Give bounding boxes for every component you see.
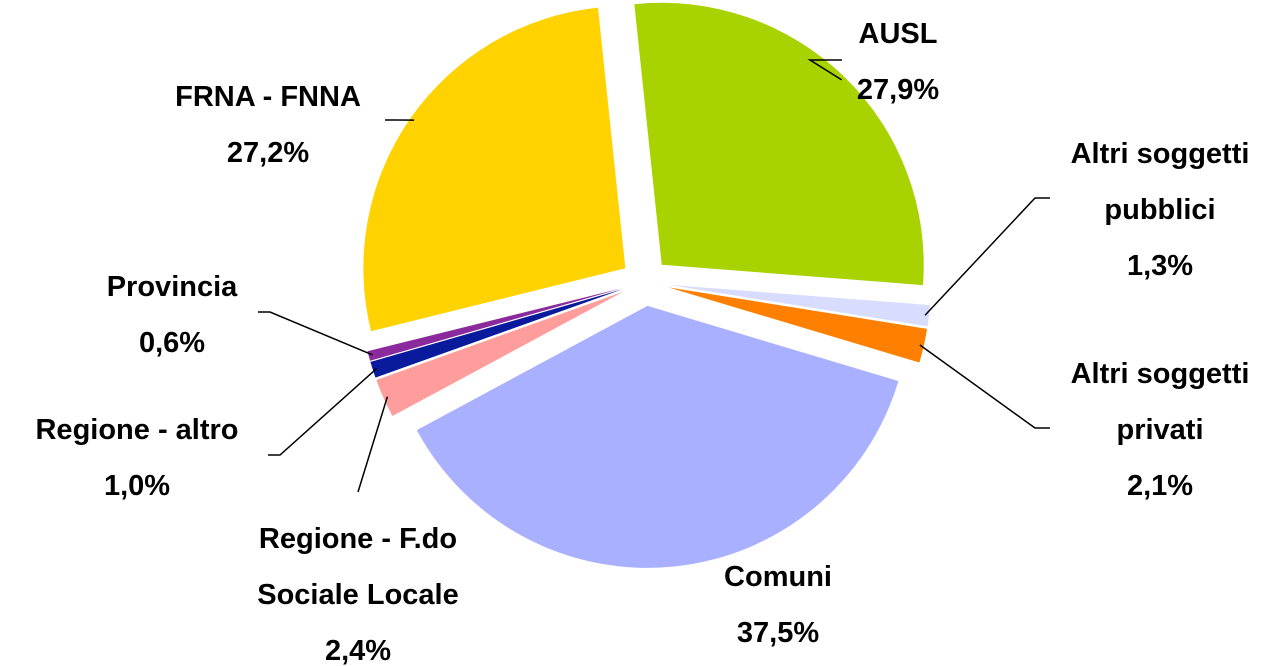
value-label: 27,9% [856,74,940,106]
pie-slice [668,287,928,363]
leader-line [357,396,389,493]
pie-slice [668,284,931,327]
value-label: 27,2% [226,137,310,169]
slice-label: Altri soggetti pubblici 1,3% [1040,126,1272,294]
value-label: 2,1% [1126,470,1194,502]
slice-label: Comuni 37,5% [724,549,832,661]
value-label: 0,6% [138,327,206,359]
slice-label: FRNA - FNNA 27,2% [175,69,361,181]
category-label: AUSL [858,18,938,50]
pie-slice [376,291,624,417]
category-label: Regione - F.do Sociale Locale [257,523,459,611]
slice-label: AUSL 27,9% [857,6,939,118]
slice-label: Regione - altro 1,0% [35,402,238,514]
leader-line [258,311,373,356]
category-label: Altri soggetti privati [1070,358,1250,446]
leader-line [924,197,1050,316]
category-label: Regione - altro [35,414,239,446]
value-label: 1,0% [103,470,171,502]
leader-line [268,368,378,456]
category-label: FRNA - FNNA [175,81,361,113]
value-label: 37,5% [736,617,820,649]
category-label: Provincia [106,271,238,303]
leader-line [919,344,1050,429]
value-label: 2,4% [324,635,392,666]
category-label: Altri soggetti pubblici [1070,138,1250,226]
pie-slice [363,7,626,332]
category-label: Comuni [724,561,832,593]
slice-label: Altri soggetti privati 2,1% [1040,346,1272,514]
pie-slice [634,2,924,286]
slice-label: Regione - F.do Sociale Locale 2,4% [233,511,483,666]
pie-slice [370,289,623,378]
value-label: 1,3% [1126,250,1194,282]
slice-label: Provincia 0,6% [107,259,238,371]
pie-slice [416,305,899,568]
leader-line [807,59,843,81]
pie-slice [367,288,622,361]
